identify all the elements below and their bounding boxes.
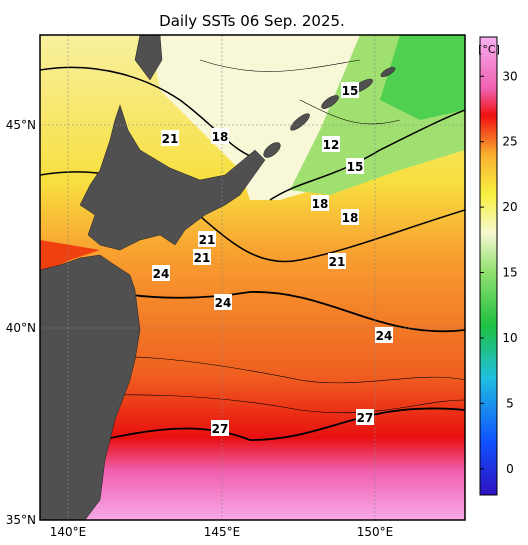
lon-label: 145°E [204,525,241,539]
contour-label-bg [198,231,216,247]
contour-label: 27 [212,422,229,436]
contour-label: 21 [162,132,179,146]
cold-core [380,35,465,120]
contour-label-bg [193,249,211,265]
colorbar-tick-label: 5 [506,396,514,410]
colorbar-unit: [°C] [478,43,500,56]
graticule [40,35,465,520]
contour-label-bg [346,158,364,174]
contour-label-bg [341,209,359,225]
contour-label-bg [214,294,232,310]
contour-label: 15 [342,84,359,98]
contour-label: 12 [323,138,340,152]
lat-label: 35°N [6,513,36,527]
lon-label: 140°E [50,525,87,539]
map-body [40,35,465,520]
title: Daily SSTs 06 Sep. 2025. [159,12,345,30]
contour-label: 27 [357,411,374,425]
colorbar-tick-label: 20 [502,200,517,214]
map-frame [39,34,466,521]
contour-label-bg [211,128,229,144]
colorbar-tick-label: 15 [502,266,517,280]
lat-label: 40°N [6,321,36,335]
colorbar-tick-label: 30 [502,69,517,83]
contour-label: 24 [376,329,393,343]
contour-label: 18 [312,197,329,211]
contour-label-bg [161,130,179,146]
colorbar [479,36,498,496]
contour-label: 21 [194,251,211,265]
colorbar-tick-label: 0 [506,462,514,476]
contour-label-bg [341,82,359,98]
contour-label-bg [322,136,340,152]
colorbar-tick-label: 25 [502,135,517,149]
contour-label: 18 [342,211,359,225]
contour-label: 15 [347,160,364,174]
contour-label: 24 [215,296,232,310]
contour-label-bg [356,409,374,425]
contour-label-bg [375,327,393,343]
contour-label: 21 [199,233,216,247]
contour-label: 21 [329,255,346,269]
contour-label-bg [328,253,346,269]
contour-label-bg [211,420,229,436]
contour-label: 18 [212,130,229,144]
lon-label: 150°E [357,525,394,539]
land [40,35,396,520]
contour-label-bg [311,195,329,211]
contour-label-bg [152,265,170,281]
contour-label: 24 [153,267,170,281]
lat-label: 45°N [6,118,36,132]
colorbar-tick-label: 10 [502,331,517,345]
